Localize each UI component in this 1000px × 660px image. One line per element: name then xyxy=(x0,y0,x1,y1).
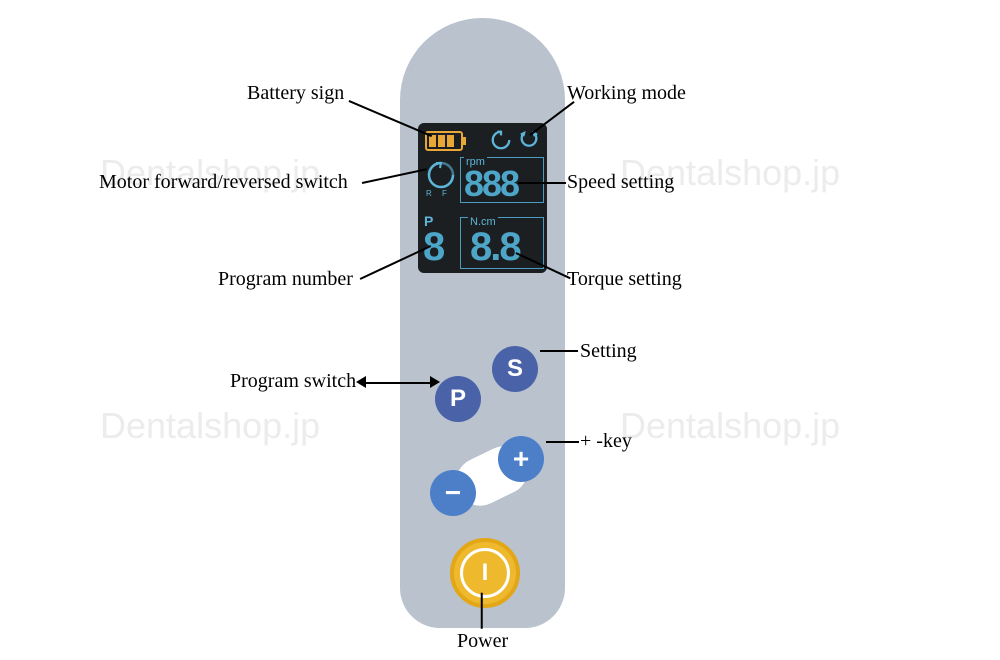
minus-button[interactable]: − xyxy=(430,470,476,516)
device-body: R F rpm 888 P 8 N.cm 8.8 S P + − I xyxy=(400,18,565,628)
label-motor-switch: Motor forward/reversed switch xyxy=(99,171,348,194)
label-speed: Speed setting xyxy=(567,171,674,194)
label-program-num: Program number xyxy=(218,268,353,291)
plus-button[interactable]: + xyxy=(498,436,544,482)
setting-button[interactable]: S xyxy=(492,346,538,392)
label-power: Power xyxy=(457,630,508,653)
watermark: Dentalshop.jp xyxy=(620,405,840,447)
leader xyxy=(518,182,566,184)
program-switch-button[interactable]: P xyxy=(435,376,481,422)
power-button[interactable]: I xyxy=(450,538,520,608)
leader xyxy=(546,441,579,443)
power-icon: I xyxy=(460,548,510,598)
leader xyxy=(540,350,578,352)
label-program-switch: Program switch xyxy=(230,370,356,393)
label-torque: Torque setting xyxy=(567,268,682,291)
label-working-mode: Working mode xyxy=(567,82,686,105)
leader xyxy=(481,593,483,629)
torque-value: 8.8 xyxy=(470,225,520,270)
label-battery: Battery sign xyxy=(247,82,344,105)
lcd-screen: R F rpm 888 P 8 N.cm 8.8 xyxy=(418,123,547,273)
motor-direction-icon xyxy=(426,161,456,189)
rf-label: R F xyxy=(426,189,451,198)
label-plus-minus: + -key xyxy=(580,430,632,453)
watermark: Dentalshop.jp xyxy=(100,405,320,447)
arrowhead xyxy=(356,376,366,388)
speed-value: 888 xyxy=(464,163,518,205)
leader xyxy=(362,382,432,384)
label-setting: Setting xyxy=(580,340,637,363)
arrowhead xyxy=(430,376,440,388)
